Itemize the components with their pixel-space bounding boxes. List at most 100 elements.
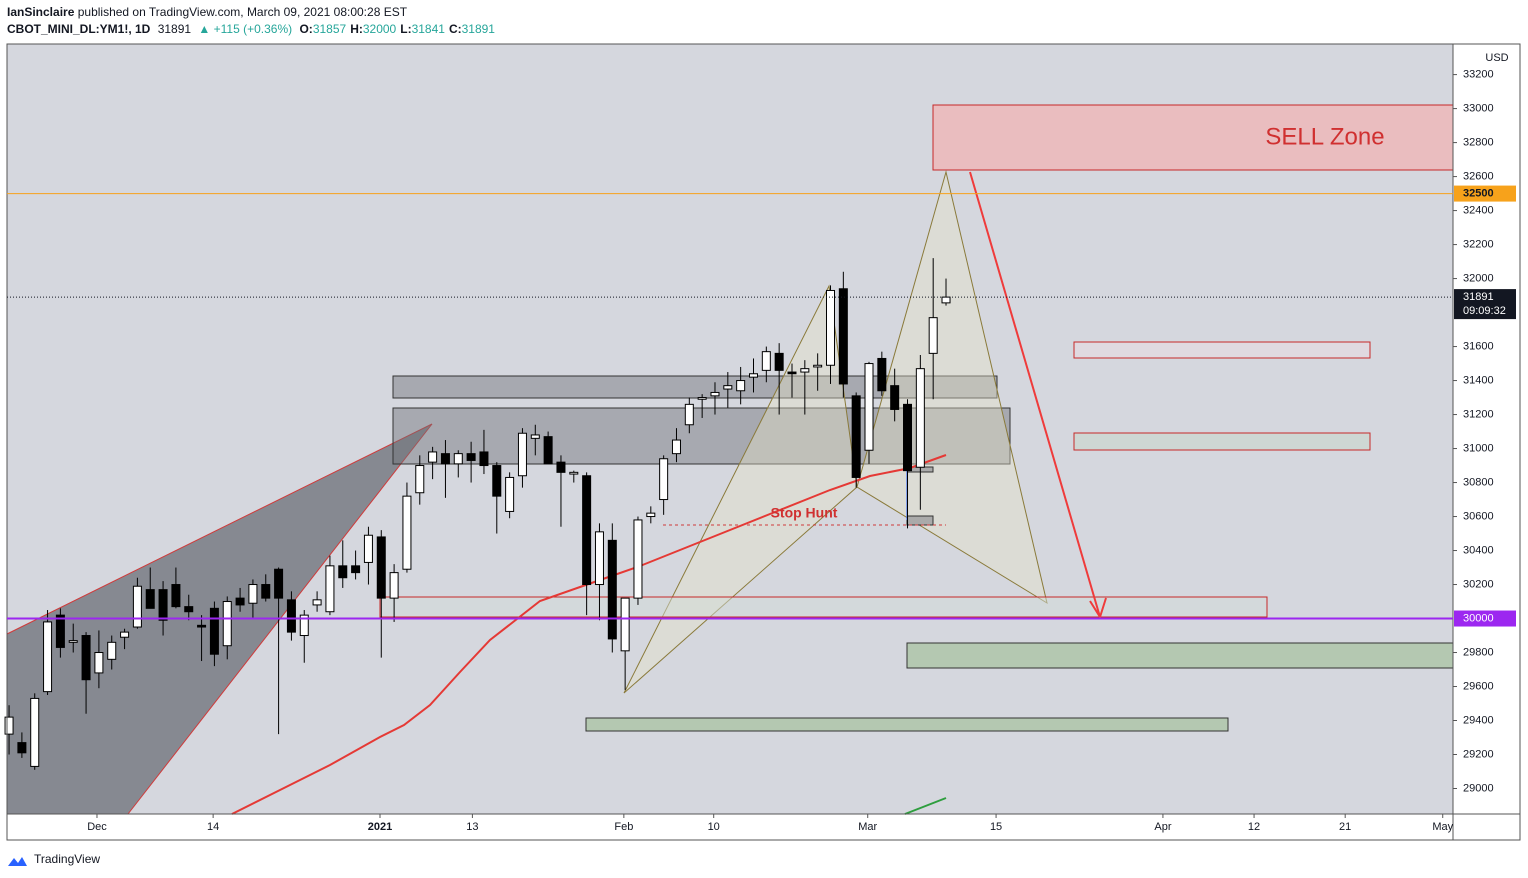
countdown: 09:09:32 [1463,305,1506,317]
legend: CBOT_MINI_DL:YM1!, 1D 31891 ▲ +115 (+0.3… [7,22,499,36]
candle-body [838,288,848,385]
candle-body [646,512,656,518]
y-tick-label: 29600 [1463,680,1494,692]
y-tick-label: 29800 [1463,646,1494,658]
candle-body [428,451,438,463]
candle-body [825,289,835,366]
annotation: SELL Zone [1265,123,1384,150]
candle-body [620,597,630,652]
arrow [969,171,1101,618]
price-label: 31891 [1463,291,1494,303]
candle-body [30,697,40,767]
candle-body [582,475,592,586]
symbol: CBOT_MINI_DL:YM1!, 1D [7,22,151,36]
candle-body [594,531,604,586]
y-tick-label: 31600 [1463,340,1494,352]
candle-body [659,458,669,501]
candle-body [530,434,540,439]
candle-body [556,461,566,473]
price-label: 32500 [1463,187,1494,199]
candle-body [17,742,27,754]
x-tick-label: 21 [1339,821,1351,833]
candle-body [197,624,207,628]
candle-body [235,597,245,606]
logo [8,857,27,866]
candle-body [299,614,309,637]
ohlc-label: H: [350,22,363,36]
candle-body [55,614,65,648]
moving-average [231,454,947,815]
candle-body [274,568,284,599]
x-tick-label: Dec [87,821,107,833]
arrow-head [1089,597,1107,620]
footer: TradingView [34,852,100,866]
candle-body [928,317,938,354]
x-tick-label: Mar [858,821,877,833]
y-tick-label: 31200 [1463,408,1494,420]
candle-body [440,453,450,465]
candle-body [864,363,874,451]
y-tick-label: 29000 [1463,782,1494,794]
y-tick-label: 30200 [1463,578,1494,590]
publisher: IanSinclaire [7,5,75,19]
moving-average [904,797,947,815]
candle-body [877,357,887,392]
candle-body [607,539,617,640]
last: 31891 [157,22,192,36]
ohlc-label: C: [448,22,462,36]
zone [1073,432,1371,451]
candle-body [569,471,579,475]
candle-body [684,403,694,426]
candle-body [107,641,117,660]
price-label: 30000 [1463,612,1494,624]
candle-body [389,572,399,599]
y-axis-bg [1453,44,1520,814]
price-label-bg [1454,185,1516,202]
candle-body [710,391,720,397]
x-tick-label: 10 [708,821,720,833]
y-tick-label: 30800 [1463,476,1494,488]
y-tick-label: 30600 [1463,510,1494,522]
candle-body [723,385,733,390]
candle-body [697,397,707,400]
y-tick-label: 31000 [1463,442,1494,454]
ohlc-value: 31841 [411,22,445,36]
x-tick-label: May [1432,821,1453,833]
candle-body [376,536,386,599]
candle-body [633,519,643,599]
plot-bg [7,44,1453,814]
frame [6,43,1521,841]
candle-body [171,584,181,608]
candle-body [671,439,681,455]
candle-body [774,352,784,371]
candle-body [517,432,527,477]
published: published on TradingView.com, March 09, … [77,5,408,19]
y-tick-label: 32000 [1463,272,1494,284]
candle-body [453,453,463,465]
y-tick-label: 29400 [1463,714,1494,726]
candle-body [800,368,810,373]
candle-body [132,585,142,628]
candle-body [94,652,104,674]
candle-body [748,373,758,378]
candle-body [184,606,194,613]
candle-body [209,607,219,655]
candle-body [158,589,168,621]
candle-body [43,621,53,693]
ohlc-value: 31891 [461,22,495,36]
candle-body [543,436,553,465]
header: IanSinclaire published on TradingView.co… [7,5,411,19]
candle-body [248,584,258,604]
y-tick-label: 32400 [1463,204,1494,216]
x-tick-label: 2021 [368,821,392,833]
x-tick-label: 12 [1248,821,1260,833]
candle-body [736,380,746,392]
price-label-bg [1454,610,1516,627]
pattern [856,170,1048,605]
candle-body [787,371,797,375]
x-tick-label: Feb [614,821,633,833]
x-tick-label: 13 [466,821,478,833]
y-tick-label: 30400 [1463,544,1494,556]
